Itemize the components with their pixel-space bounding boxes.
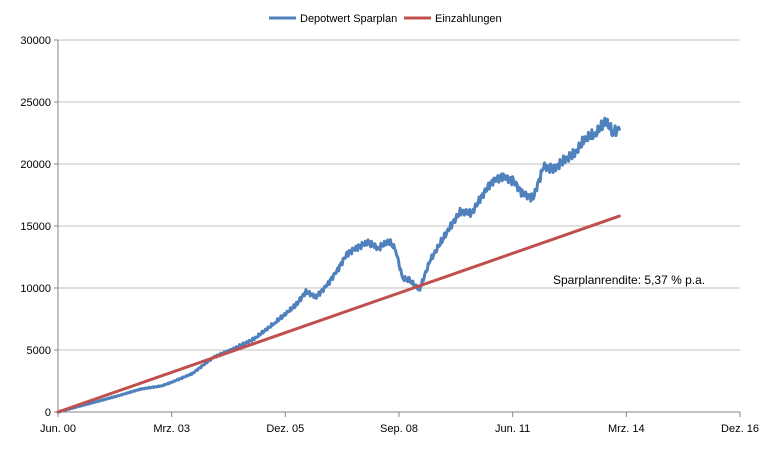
y-tick-label-5: 25000 xyxy=(20,97,51,109)
grid-layer xyxy=(58,39,740,351)
chart-annotation: Sparplanrendite: 5,37 % p.a. xyxy=(553,273,705,287)
legend: Depotwert Sparplan Einzahlungen xyxy=(269,13,502,25)
series-line-depotwert xyxy=(56,116,621,414)
legend-label-einzahlungen: Einzahlungen xyxy=(435,13,502,25)
x-tick-label-5: Mrz. 14 xyxy=(608,423,645,435)
x-tick-label-2: Dez. 05 xyxy=(266,423,304,435)
legend-label-depotwert: Depotwert Sparplan xyxy=(300,13,397,25)
x-tick-label-0: Jun. 00 xyxy=(40,423,76,435)
x-tick-label-1: Mrz. 03 xyxy=(153,423,190,435)
y-tick-label-6: 30000 xyxy=(20,35,51,47)
y-tick-label-2: 10000 xyxy=(20,283,51,295)
y-tick-label-4: 20000 xyxy=(20,159,51,171)
x-tick-label-3: Sep. 08 xyxy=(380,423,418,435)
y-tick-label-1: 5000 xyxy=(27,345,51,357)
series-line-einzahlungen xyxy=(56,214,621,414)
y-tick-label-0: 0 xyxy=(45,407,51,419)
axis-layer: 0 5000 10000 15000 20000 25000 30000 Jun. 00 Mrz… xyxy=(20,35,759,435)
y-tick-label-3: 15000 xyxy=(20,221,51,233)
x-tick-label-6: Dez. 16 xyxy=(721,423,759,435)
x-tick-label-4: Jun. 11 xyxy=(495,423,530,435)
series-layer xyxy=(56,116,621,414)
